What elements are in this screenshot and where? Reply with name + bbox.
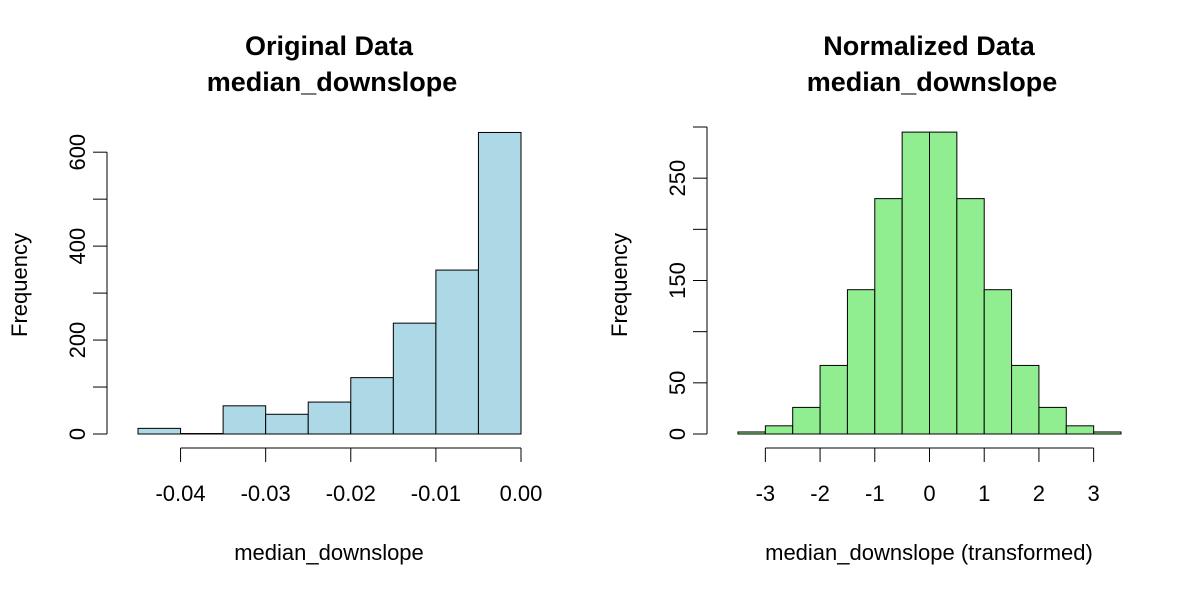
x-tick-label: -0.03 bbox=[241, 481, 291, 506]
original-histogram-panel: Original Data median_downslope median_do… bbox=[7, 31, 542, 565]
chart-title-line-2: median_downslope bbox=[807, 67, 1058, 97]
histogram-bar bbox=[392, 322, 437, 435]
histogram-bar bbox=[265, 413, 309, 435]
x-tick-label: -0.02 bbox=[326, 481, 376, 506]
histogram-bar bbox=[435, 269, 479, 435]
x-axis-label: median_downslope (transformed) bbox=[765, 540, 1093, 565]
histogram-bar bbox=[792, 406, 821, 435]
histogram-bar bbox=[764, 425, 794, 435]
histogram-bar bbox=[1065, 425, 1095, 435]
x-tick-label: -0.01 bbox=[411, 481, 461, 506]
histogram-bar bbox=[477, 131, 522, 435]
histogram-bar bbox=[1038, 406, 1067, 435]
chart-title-line-2: median_downslope bbox=[207, 67, 458, 97]
y-tick-label: 200 bbox=[65, 322, 90, 359]
y-axis-label: Frequency bbox=[7, 233, 32, 337]
x-tick-label: 3 bbox=[1088, 481, 1100, 506]
histogram-bar bbox=[350, 377, 394, 435]
histogram-bar bbox=[956, 198, 985, 435]
chart-title-line-1: Normalized Data bbox=[823, 31, 1036, 61]
histogram-bar bbox=[819, 364, 848, 435]
y-tick-label: 400 bbox=[65, 228, 90, 265]
histogram-bar bbox=[983, 289, 1013, 435]
y-tick-label: 250 bbox=[665, 160, 690, 197]
histogram-bar bbox=[1011, 364, 1040, 435]
y-tick-label: 50 bbox=[665, 371, 690, 395]
x-tick-label: 2 bbox=[1033, 481, 1045, 506]
histogram-bar bbox=[901, 131, 931, 435]
histogram-bar bbox=[874, 198, 903, 435]
normalized-histogram-panel: Normalized Data median_downslope median_… bbox=[607, 31, 1122, 565]
y-tick-label: 600 bbox=[65, 134, 90, 171]
x-axis-label: median_downslope bbox=[234, 540, 424, 565]
x-tick-label: -3 bbox=[756, 481, 776, 506]
histogram-bar bbox=[137, 427, 182, 435]
x-tick-label: -0.04 bbox=[155, 481, 205, 506]
x-tick-label: 0 bbox=[923, 481, 935, 506]
x-tick-label: 1 bbox=[978, 481, 990, 506]
y-tick-label: 0 bbox=[665, 428, 690, 440]
x-tick-label: -1 bbox=[865, 481, 885, 506]
y-tick-label: 150 bbox=[665, 262, 690, 299]
histogram-bar bbox=[737, 431, 766, 435]
histogram-bar bbox=[1093, 431, 1122, 435]
y-axis-label: Frequency bbox=[607, 233, 632, 337]
x-tick-label: -2 bbox=[810, 481, 830, 506]
histogram-bar bbox=[307, 401, 352, 435]
histogram-bar bbox=[222, 405, 267, 435]
histogram-bar bbox=[846, 289, 876, 435]
chart-title-line-1: Original Data bbox=[245, 31, 414, 61]
y-tick-label: 0 bbox=[65, 428, 90, 440]
x-tick-label: 0.00 bbox=[500, 481, 543, 506]
histogram-bar bbox=[929, 131, 958, 435]
